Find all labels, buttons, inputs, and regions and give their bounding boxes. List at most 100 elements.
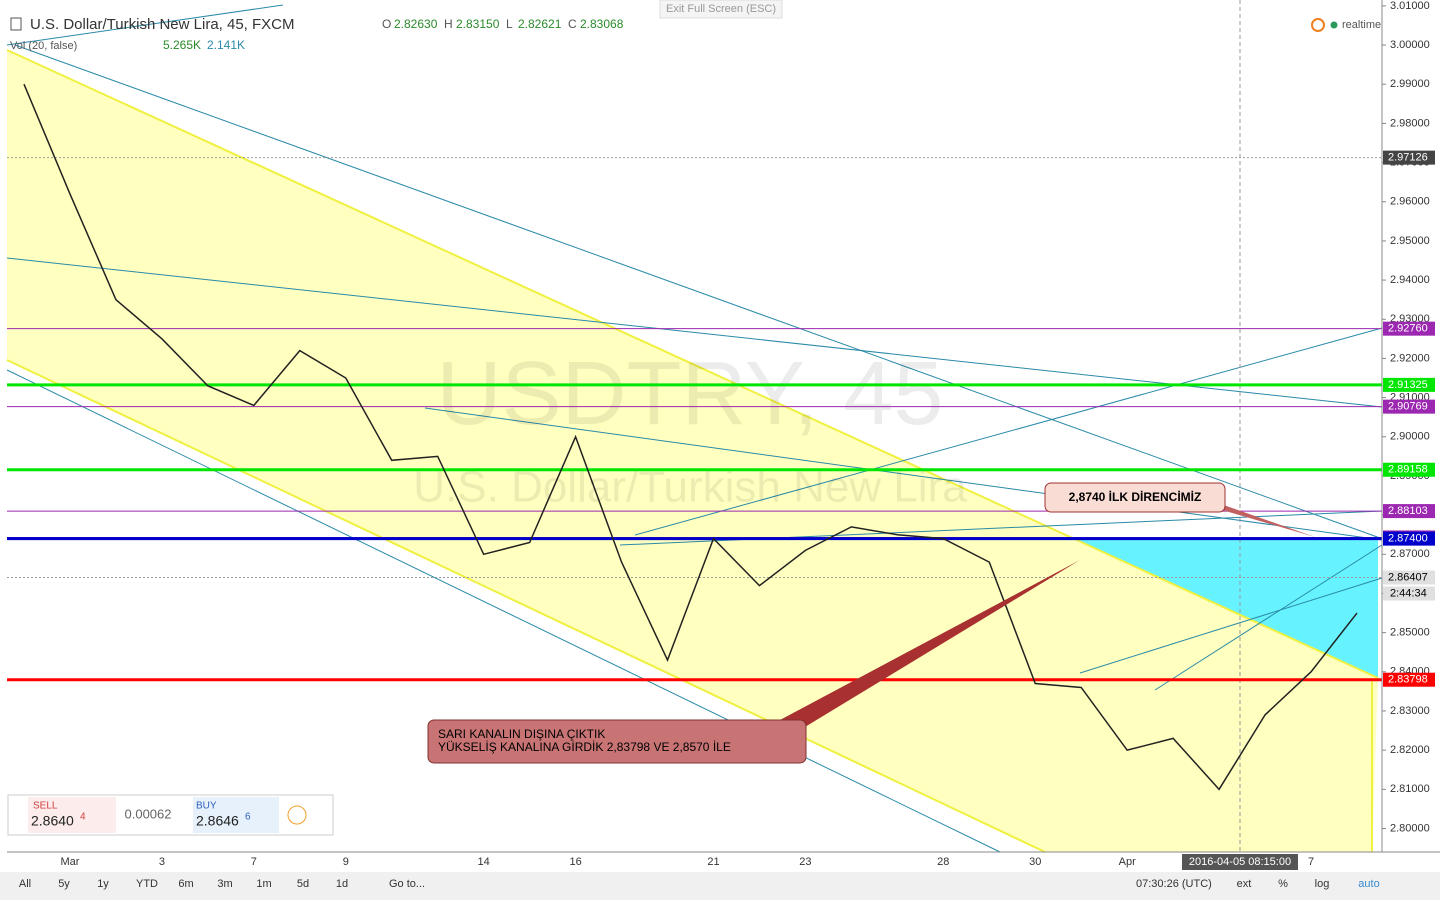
ohlc-key: L: [506, 17, 513, 31]
range-button[interactable]: 1y: [97, 878, 109, 890]
level-box: [1383, 462, 1435, 477]
range-button[interactable]: 5d: [297, 878, 309, 890]
level-label: 2.83798: [1388, 674, 1428, 686]
annotation: SARI KANALIN DIŞINA ÇIKTIK YÜKSELİŞ KANA…: [427, 560, 1080, 764]
x-tick-label: 28: [937, 856, 949, 868]
ohlc-key: C: [568, 17, 577, 31]
ohlc-key: H: [444, 17, 453, 31]
ohlc-value: 2.83068: [580, 17, 624, 31]
info-icon[interactable]: [287, 805, 307, 825]
x-tick-label: 3: [159, 856, 165, 868]
x-tick-label: Apr: [1119, 856, 1136, 868]
x-tick-label: 9: [343, 856, 349, 868]
option-button[interactable]: ext: [1237, 878, 1252, 890]
y-tick-label: 2.85000: [1390, 627, 1430, 639]
range-button[interactable]: All: [19, 878, 31, 890]
ohlc-value: 2.83150: [456, 17, 500, 31]
y-tick-label: 2.83000: [1390, 705, 1430, 717]
trade-widget: SELL 2.8640 4 0.00062 BUY 2.8646 6: [7, 794, 334, 836]
x-tick-label: 7: [1308, 856, 1314, 868]
annotation: 2,8740 İLK DİRENCİMİZ: [1044, 482, 1315, 537]
ohlc-key: O: [382, 17, 391, 31]
range-button[interactable]: 3m: [217, 878, 232, 890]
level-label: 2.91325: [1388, 379, 1428, 391]
option-button[interactable]: auto: [1358, 878, 1379, 890]
x-tick-label: 23: [799, 856, 811, 868]
level-label: 2.88103: [1388, 505, 1428, 517]
range-button[interactable]: 5y: [58, 878, 70, 890]
level-label: 2.90769: [1388, 401, 1428, 413]
y-tick-label: 2.96000: [1390, 196, 1430, 208]
price-axis: [1382, 0, 1440, 852]
volume-value: 5.265K: [163, 38, 201, 52]
range-button[interactable]: 6m: [178, 878, 193, 890]
y-tick-label: 2.99000: [1390, 78, 1430, 90]
y-tick-label: 2.87000: [1390, 548, 1430, 560]
clock: 07:30:26 (UTC): [1136, 878, 1212, 890]
realtime: realtime: [1342, 19, 1381, 31]
level-box: [1383, 399, 1435, 414]
option-button[interactable]: %: [1278, 878, 1288, 890]
ohlc-value: 2.82630: [394, 17, 438, 31]
goto-button[interactable]: Go to...: [389, 878, 425, 890]
range-button[interactable]: 1d: [336, 878, 348, 890]
level-box: [1383, 377, 1435, 392]
buy-button[interactable]: [193, 797, 279, 833]
crosshair-date: 2016-04-05 08:15:00: [1189, 856, 1291, 868]
y-tick-label: 2.82000: [1390, 744, 1430, 756]
watermark: USDTRY, 45: [437, 344, 944, 444]
sell-label[interactable]: SELL: [33, 801, 58, 812]
x-tick-label: Mar: [60, 856, 79, 868]
range-button[interactable]: 1m: [256, 878, 271, 890]
annotation-text: 2,8740 İLK DİRENCİMİZ: [1069, 489, 1202, 504]
range-button[interactable]: YTD: [136, 878, 158, 890]
level-box: [1383, 150, 1435, 165]
toolbar: [0, 872, 1440, 900]
y-tick-label: 2.90000: [1390, 431, 1430, 443]
yellow-channel: [7, 50, 1378, 852]
sell-pip[interactable]: 4: [80, 812, 86, 823]
y-tick-label: 2.81000: [1390, 783, 1430, 795]
level-box: [1383, 504, 1435, 519]
exit-button[interactable]: [659, 0, 783, 19]
level-label: 2.92760: [1388, 323, 1428, 335]
channel-line: [6, 359, 1046, 853]
annotation-text: SARI KANALIN DIŞINA ÇIKTIK: [438, 727, 605, 741]
buy-label[interactable]: BUY: [196, 801, 217, 812]
x-tick-label: 14: [478, 856, 490, 868]
ohlc-value: 2.82621: [518, 17, 562, 31]
collapse-icon[interactable]: [10, 17, 22, 31]
y-tick-label: 3.01000: [1390, 0, 1430, 12]
status-dot: [1330, 21, 1338, 29]
y-tick-label: 2.80000: [1390, 822, 1430, 834]
buy-price[interactable]: 2.8646: [196, 813, 239, 829]
volume-value: 2.141K: [207, 38, 245, 52]
volume-label: Vol (20, false): [10, 40, 77, 52]
level-label: 2.89158: [1388, 464, 1428, 476]
level-box: [1383, 672, 1435, 687]
sell-button[interactable]: [28, 797, 116, 833]
status-icon: [1311, 18, 1325, 32]
x-tick-label: 30: [1029, 856, 1041, 868]
countdown: 2:44:34: [1390, 587, 1427, 599]
y-tick-label: 3.00000: [1390, 39, 1430, 51]
y-tick-label: 2.94000: [1390, 274, 1430, 286]
annotation-text: YÜKSELİŞ KANALINA GİRDİK 2,83798 VE 2,85…: [438, 740, 731, 754]
buy-pip[interactable]: 6: [245, 812, 251, 823]
level-box: [1383, 531, 1435, 546]
y-tick-label: 2.92000: [1390, 352, 1430, 364]
price-line: [23, 83, 1358, 791]
x-tick-label: 7: [251, 856, 257, 868]
level-box: [1383, 570, 1435, 585]
y-tick-label: 2.95000: [1390, 235, 1430, 247]
level-label: 2.86407: [1388, 571, 1428, 583]
option-button[interactable]: log: [1315, 878, 1330, 890]
x-tick-label: 16: [569, 856, 581, 868]
crosshair-date-box: [1182, 854, 1298, 870]
x-tick-label: 21: [707, 856, 719, 868]
exit-text[interactable]: Exit Full Screen (ESC): [666, 3, 776, 15]
level-box: [1383, 321, 1435, 336]
sell-price[interactable]: 2.8640: [31, 813, 74, 829]
